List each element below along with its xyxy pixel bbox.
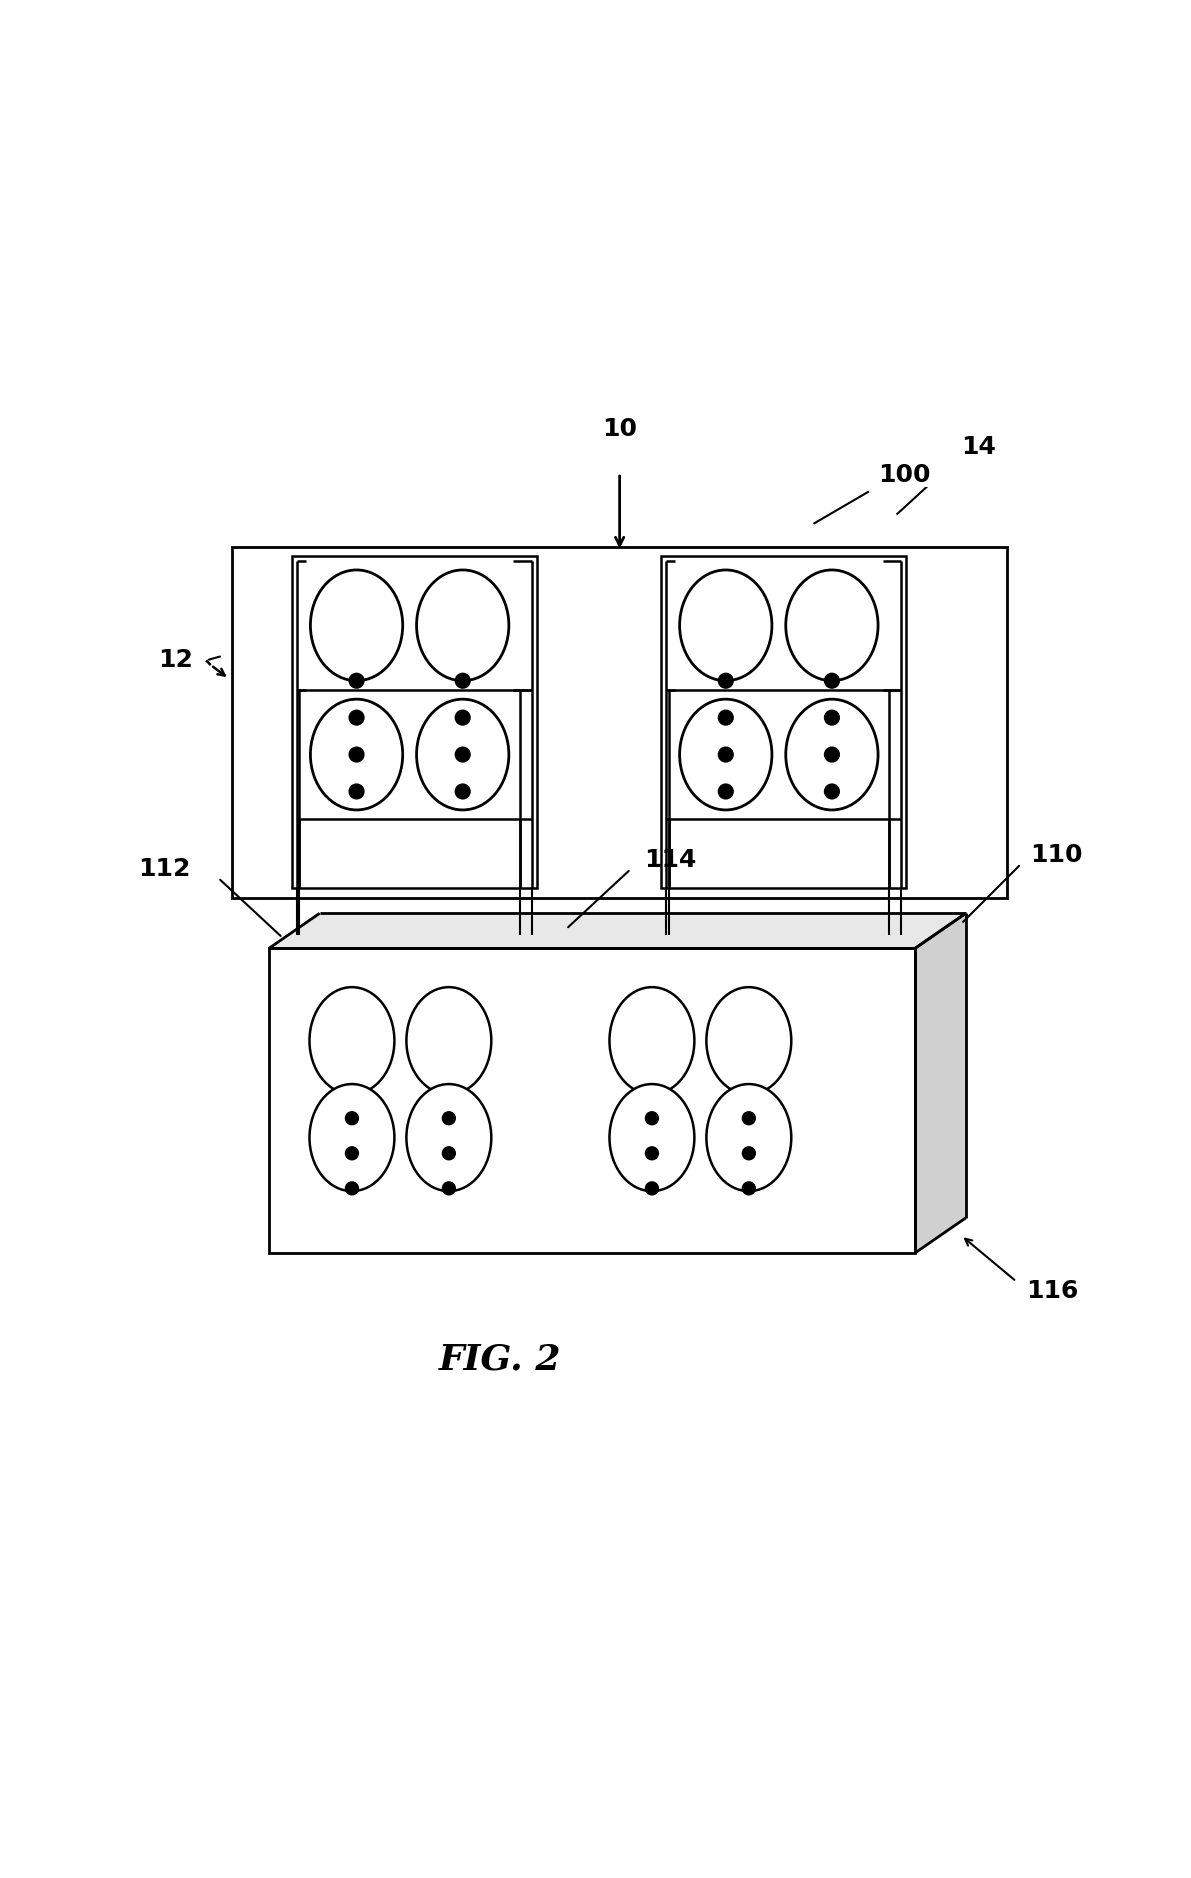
Text: 112: 112	[138, 856, 191, 881]
Ellipse shape	[706, 1084, 791, 1191]
Circle shape	[442, 1112, 455, 1125]
Text: 116: 116	[1025, 1279, 1078, 1303]
Circle shape	[742, 1181, 755, 1194]
Text: 12: 12	[158, 648, 193, 672]
Ellipse shape	[786, 699, 878, 809]
Ellipse shape	[311, 569, 403, 680]
Circle shape	[455, 674, 470, 687]
Text: 10: 10	[603, 417, 637, 441]
Circle shape	[349, 710, 364, 725]
Circle shape	[824, 747, 840, 762]
Text: 110: 110	[1030, 843, 1083, 866]
Circle shape	[455, 785, 470, 798]
Bar	[232, 546, 1008, 898]
Circle shape	[742, 1147, 755, 1161]
Bar	[269, 948, 915, 1253]
Circle shape	[349, 674, 364, 687]
Circle shape	[442, 1181, 455, 1194]
Circle shape	[718, 747, 734, 762]
Text: 100: 100	[878, 462, 930, 486]
Text: FIG. 2: FIG. 2	[438, 1343, 561, 1377]
Circle shape	[742, 1112, 755, 1125]
Ellipse shape	[310, 1084, 394, 1191]
Circle shape	[646, 1147, 659, 1161]
Circle shape	[349, 747, 364, 762]
Circle shape	[824, 674, 840, 687]
Bar	[292, 556, 536, 888]
Circle shape	[442, 1147, 455, 1161]
Circle shape	[718, 785, 734, 798]
Circle shape	[646, 1112, 659, 1125]
Bar	[661, 556, 906, 888]
Ellipse shape	[311, 699, 403, 809]
Ellipse shape	[680, 569, 772, 680]
Ellipse shape	[706, 988, 791, 1095]
Ellipse shape	[406, 988, 492, 1095]
Ellipse shape	[417, 699, 509, 809]
Circle shape	[646, 1181, 659, 1194]
Polygon shape	[269, 913, 966, 948]
Ellipse shape	[406, 1084, 492, 1191]
Circle shape	[824, 710, 840, 725]
Ellipse shape	[417, 569, 509, 680]
Text: 114: 114	[644, 847, 697, 871]
Ellipse shape	[680, 699, 772, 809]
Ellipse shape	[786, 569, 878, 680]
Circle shape	[455, 747, 470, 762]
Ellipse shape	[610, 988, 694, 1095]
Circle shape	[345, 1112, 358, 1125]
Circle shape	[345, 1181, 358, 1194]
Circle shape	[345, 1147, 358, 1161]
Circle shape	[349, 785, 364, 798]
Circle shape	[718, 674, 734, 687]
Text: 14: 14	[961, 436, 996, 460]
Ellipse shape	[610, 1084, 694, 1191]
Polygon shape	[915, 913, 966, 1253]
Circle shape	[455, 710, 470, 725]
Circle shape	[824, 785, 840, 798]
Ellipse shape	[310, 988, 394, 1095]
Circle shape	[718, 710, 734, 725]
